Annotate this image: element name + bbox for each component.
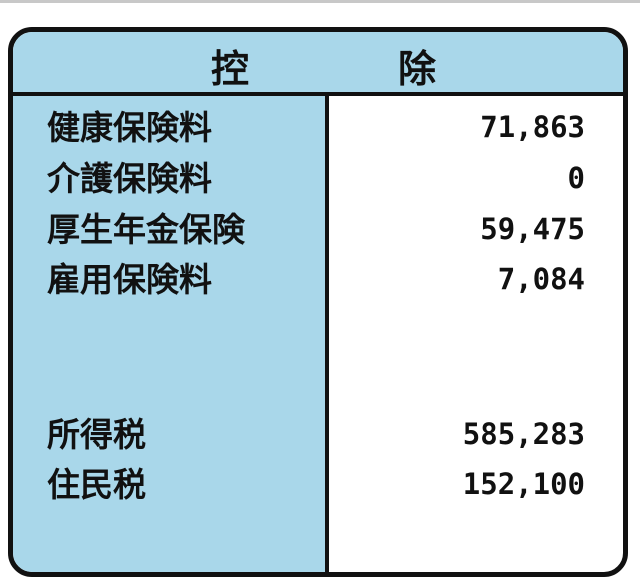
table-row: 健康保険料 71,863 xyxy=(13,102,623,153)
row-label: 介護保険料 xyxy=(47,159,212,198)
row-value: 585,283 xyxy=(462,417,585,451)
header-char-left: 控 xyxy=(211,47,250,91)
row-value: 0 xyxy=(567,161,585,195)
row-label: 住民税 xyxy=(47,465,146,504)
row-label: 厚生年金保険 xyxy=(47,210,245,249)
deductions-table: 控 除 健康保険料 71,863 介護保険料 0 厚生年金保険 59,475 雇… xyxy=(8,27,628,577)
top-divider xyxy=(0,0,640,3)
table-row: 厚生年金保険 59,475 xyxy=(13,204,623,255)
row-value: 59,475 xyxy=(480,212,585,246)
table-row: 介護保険料 0 xyxy=(13,153,623,204)
row-value: 7,084 xyxy=(497,262,585,296)
table-row: 所得税 585,283 xyxy=(13,409,623,460)
table-row: 住民税 152,100 xyxy=(13,459,623,510)
row-label: 所得税 xyxy=(47,415,146,454)
label-column xyxy=(13,96,329,572)
row-value: 152,100 xyxy=(462,467,585,501)
table-header: 控 除 xyxy=(13,32,623,96)
header-char-right: 除 xyxy=(398,47,437,91)
row-label: 健康保険料 xyxy=(47,108,212,147)
row-label: 雇用保険料 xyxy=(47,260,212,299)
table-row: 雇用保険料 7,084 xyxy=(13,254,623,305)
row-value: 71,863 xyxy=(480,110,585,144)
